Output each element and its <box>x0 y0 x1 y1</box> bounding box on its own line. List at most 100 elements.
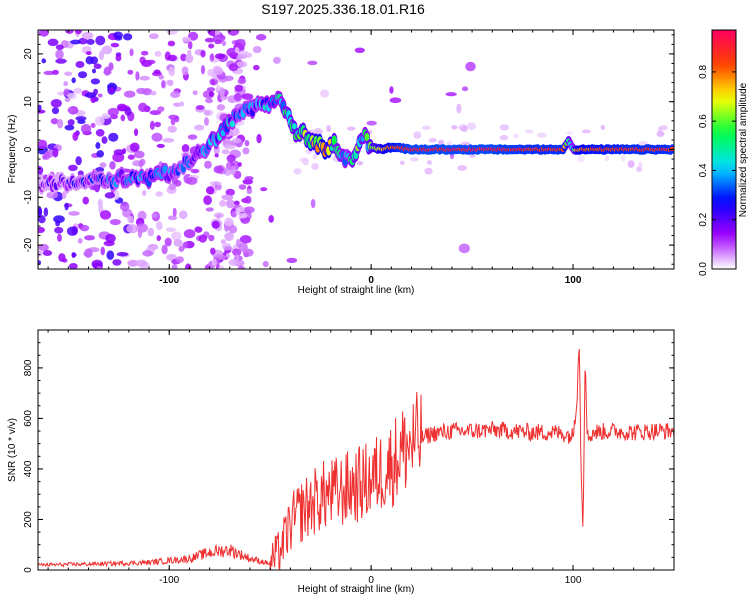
spectrogram-noise-cell <box>54 226 64 234</box>
spectrogram-noise-cell <box>53 215 65 223</box>
spectrogram-noise-cell <box>161 244 168 255</box>
spectrogram-noise-cell <box>272 56 281 64</box>
colorbar: 0.0 0.2 0.4 0.6 0.8 Normalized spectral … <box>698 29 749 276</box>
spectrogram-noise-cell <box>227 126 240 137</box>
spectrogram-noise-cell <box>326 125 332 133</box>
spectrogram-noise-cell <box>458 243 470 254</box>
spectrogram-x-tick-label: 100 <box>565 275 582 286</box>
spectrogram-ridge-cell <box>669 146 674 152</box>
spectrogram-noise-cell <box>426 160 433 165</box>
spectrogram-noise-cell <box>38 30 49 37</box>
spectrogram-noise-cell <box>50 118 59 125</box>
spectrogram-noise-cell <box>95 35 106 46</box>
snr-frame <box>37 329 675 571</box>
spectrogram-noise-cell <box>46 191 59 199</box>
spectrogram-noise-cell <box>43 207 49 217</box>
spectrogram-noise-cell <box>239 235 252 244</box>
spectrogram-noise-cell <box>108 86 115 94</box>
colorbar-ticks <box>712 71 736 270</box>
spectrogram-noise-cell <box>181 66 189 76</box>
snr-y-tick-label: 400 <box>23 460 34 477</box>
spectrogram-noise-cell <box>354 47 365 53</box>
spectrogram-noise-cell <box>460 141 471 146</box>
spectrogram-noise-cell <box>73 88 83 94</box>
spectrogram-noise-cell <box>255 34 267 41</box>
spectrogram-noise-cell <box>124 107 132 116</box>
spectrogram-noise-cell <box>148 33 159 40</box>
spectrogram-noise-cell <box>253 64 260 71</box>
spectrogram-noise-cell <box>161 79 166 89</box>
spectrogram-noise-cell <box>50 98 62 108</box>
spectrogram-noise-cell <box>218 199 227 207</box>
spectrogram-noise-cell <box>149 110 162 116</box>
spectrogram-noise-cell <box>211 220 220 229</box>
spectrogram-noise-cell <box>170 91 181 99</box>
spectrogram-noise-cell <box>104 192 116 199</box>
spectrogram-noise-cell <box>127 69 134 75</box>
spectrogram-noise-cell <box>232 248 242 257</box>
snr-ticks <box>38 329 675 571</box>
spectrogram-noise-cell <box>71 252 77 258</box>
spectrogram-noise-cell <box>244 176 254 181</box>
spectrogram-noise-cell <box>139 75 151 81</box>
spectrogram-noise-cell <box>627 160 635 168</box>
spectrogram-noise-cell <box>241 93 254 100</box>
spectrogram-noise-cell <box>499 124 510 131</box>
spectrogram-noise-cell <box>101 136 108 144</box>
spectrogram-noise-cell <box>101 45 113 55</box>
spectrogram-noise-cell <box>55 58 67 64</box>
spectrogram-noise-cell <box>223 144 236 150</box>
spectrogram-noise-cell <box>92 68 97 74</box>
spectrogram-noise-cell <box>221 194 234 201</box>
spectrogram-noise-cell <box>115 54 122 62</box>
spectrogram-noise-cell <box>57 118 64 129</box>
spectrogram-noise-cell <box>311 163 319 171</box>
spectrogram-x-tick-label: -100 <box>159 275 179 286</box>
spectrogram-noise-cell <box>112 259 122 266</box>
spectrogram-noise-cell <box>136 87 147 95</box>
spectrogram-noise-cell <box>68 211 80 216</box>
spectrogram-noise-cell <box>428 137 437 143</box>
spectrogram-noise-cell <box>38 139 48 150</box>
spectrogram-noise-cell <box>47 38 59 47</box>
spectrogram-noise-cell <box>151 132 163 142</box>
spectrogram-noise-cell <box>55 44 64 50</box>
spectrogram-noise-cell <box>421 125 431 130</box>
spectrogram-noise-cell <box>109 218 121 226</box>
spectrogram-noise-cell <box>366 120 377 126</box>
spectrogram-noise-cell <box>167 40 176 47</box>
spectrogram-noise-cell <box>307 60 318 66</box>
spectrogram-noise-cell <box>208 91 214 97</box>
spectrogram-noise-cell <box>216 84 221 92</box>
spectrogram-noise-cell <box>109 161 116 170</box>
spectrogram-noise-cell <box>213 212 224 219</box>
spectrogram-noise-cell <box>461 86 469 92</box>
spectrogram-ridge-cell <box>364 132 370 142</box>
snr-y-tick-label: 600 <box>23 410 34 427</box>
spectrogram-heatmap <box>38 30 674 269</box>
spectrogram-y-tick-label: 20 <box>23 48 34 60</box>
spectrogram-noise-cell <box>154 50 162 57</box>
spectrogram-noise-cell <box>85 51 92 56</box>
spectrogram-noise-cell <box>77 119 86 125</box>
spectrogram-noise-cell <box>180 53 187 62</box>
spectrogram-noise-cell <box>71 77 76 84</box>
spectrogram-noise-cell <box>213 67 224 75</box>
spectrogram-noise-cell <box>346 126 356 131</box>
spectrogram-noise-cell <box>438 139 445 146</box>
spectrogram-noise-cell <box>133 150 145 159</box>
spectrogram-noise-cell <box>167 54 178 62</box>
spectrogram-noise-cell <box>210 79 216 86</box>
spectrogram-noise-cell <box>224 232 234 242</box>
spectrogram-noise-cell <box>94 116 105 126</box>
spectrogram-y-tick-label: 0 <box>23 146 34 152</box>
spectrogram-noise-cell <box>220 239 227 244</box>
spectrogram-noise-cell <box>135 259 148 267</box>
spectrogram-noise-cell <box>246 188 253 195</box>
spectrogram-noise-cell <box>57 91 65 96</box>
spectrogram-noise-cell <box>262 260 269 268</box>
spectrogram-noise-cell <box>168 66 176 77</box>
colorbar-tick-label: 0.2 <box>698 212 709 226</box>
spectrogram-noise-cell <box>194 226 203 233</box>
spectrogram-noise-cell <box>67 92 77 100</box>
